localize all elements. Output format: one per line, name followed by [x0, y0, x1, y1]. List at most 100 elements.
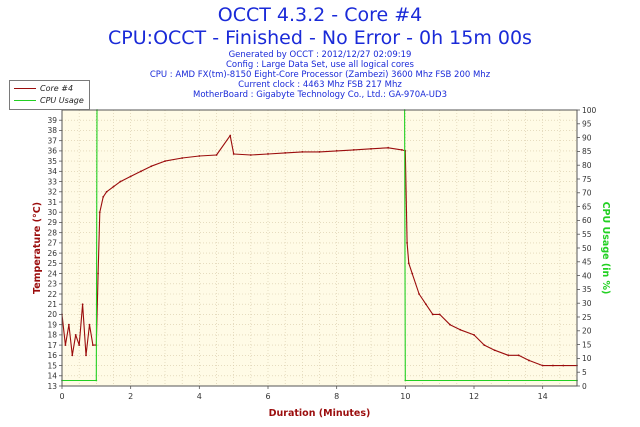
y-tick-label: 38: [47, 126, 57, 135]
data-point-cpu-usage: [95, 379, 98, 382]
data-point-core: [493, 349, 496, 352]
info-config: Config : Large Data Set, use all logical…: [225, 60, 414, 70]
y2-tick-label: 85: [582, 147, 592, 156]
data-point-core: [102, 195, 105, 198]
data-point-core: [318, 151, 321, 153]
data-point-core: [411, 272, 414, 275]
data-point-core: [71, 354, 74, 357]
data-point-core: [459, 328, 462, 331]
y-tick-label: 31: [47, 198, 57, 207]
y2-tick-label: 35: [582, 285, 592, 294]
y-tick-label: 21: [47, 300, 57, 309]
y2-tick-label: 80: [582, 161, 592, 170]
y-tick-label: 30: [47, 208, 57, 217]
data-point-core: [215, 154, 218, 156]
data-point-core: [449, 323, 451, 326]
y2-tick-label: 70: [582, 189, 592, 198]
y2-tick-label: 95: [582, 120, 592, 129]
data-point-core: [78, 344, 81, 347]
y-tick-label: 25: [47, 259, 57, 268]
y2-axis-label: CPU Usage (in %): [600, 202, 611, 295]
legend-label-core: Core #4: [40, 84, 74, 93]
data-point-core: [507, 354, 510, 357]
data-point-core: [418, 293, 420, 295]
data-point-core: [438, 313, 441, 316]
y-tick-label: 22: [47, 290, 57, 299]
data-point-core: [483, 344, 486, 347]
y2-tick-label: 10: [582, 354, 592, 363]
legend-label-usage: CPU Usage: [40, 96, 84, 105]
legend-swatch-core: [14, 88, 36, 89]
y2-tick-label: 100: [582, 106, 597, 115]
y2-tick-label: 90: [582, 133, 592, 142]
data-point-core: [425, 303, 427, 306]
data-point-core: [112, 185, 115, 188]
data-point-core: [249, 154, 252, 156]
legend-item-usage: CPU Usage: [14, 96, 84, 107]
y2-tick-label: 25: [582, 313, 592, 322]
x-tick-label: 0: [59, 392, 64, 401]
data-point-core: [431, 313, 434, 316]
data-point-core: [352, 148, 355, 151]
y-tick-label: 37: [47, 136, 57, 145]
data-point-core: [97, 272, 99, 275]
y2-tick-label: 45: [582, 258, 592, 267]
y-axis-label: Temperature (°C): [32, 202, 43, 294]
y-tick-label: 14: [47, 372, 57, 381]
data-point-core: [284, 152, 287, 154]
y-tick-label: 27: [47, 239, 57, 248]
legend-swatch-usage: [14, 100, 36, 101]
axes: 1314151617181920212223242526272829303132…: [47, 106, 596, 401]
data-point-core: [301, 151, 304, 153]
data-point-core: [85, 354, 87, 357]
y-tick-label: 13: [47, 382, 57, 391]
y2-tick-label: 65: [582, 202, 592, 211]
data-point-core: [198, 155, 201, 157]
y2-tick-label: 50: [582, 244, 592, 253]
y-tick-label: 18: [47, 331, 57, 340]
data-point-core: [562, 364, 565, 367]
data-point-core: [88, 323, 91, 326]
data-point-core: [67, 323, 70, 326]
y2-tick-label: 55: [582, 230, 592, 239]
chart-title: OCCT 4.3.2 - Core #4: [217, 4, 423, 26]
x-tick-label: 14: [538, 392, 548, 401]
y-tick-label: 35: [47, 157, 57, 166]
y2-tick-label: 5: [582, 368, 587, 377]
data-point-core: [552, 364, 554, 367]
y-tick-label: 20: [47, 310, 57, 319]
y-tick-label: 16: [47, 351, 57, 360]
info-cpu: CPU : AMD FX(tm)-8150 Eight-Core Process…: [149, 70, 491, 80]
data-point-core: [181, 157, 184, 159]
x-tick-label: 8: [334, 392, 339, 401]
data-point-core: [74, 333, 77, 336]
y2-tick-label: 40: [582, 271, 592, 280]
info-generated: Generated by OCCT : 2012/12/27 02:09:19: [228, 50, 412, 60]
y-tick-label: 36: [47, 147, 57, 156]
legend-item-core: Core #4: [14, 84, 73, 95]
y-tick-label: 29: [47, 218, 57, 227]
data-point-core: [232, 153, 235, 155]
y2-tick-label: 0: [582, 382, 587, 391]
y-tick-label: 24: [47, 269, 57, 278]
y2-tick-label: 60: [582, 216, 592, 225]
data-point-core: [387, 146, 390, 149]
data-point-core: [407, 262, 410, 265]
info-clock: Current clock : 4463 Mhz FSB 217 Mhz: [238, 80, 402, 90]
y-tick-label: 34: [47, 167, 57, 176]
data-point-core: [150, 165, 153, 168]
y-tick-label: 39: [47, 116, 57, 125]
y-tick-label: 19: [47, 320, 57, 329]
info-motherboard: MotherBoard : Gigabyte Technology Co., L…: [193, 90, 447, 100]
data-point-core: [92, 344, 94, 347]
y2-tick-label: 15: [582, 340, 592, 349]
x-tick-label: 2: [128, 392, 133, 401]
data-point-core: [140, 170, 142, 173]
y-tick-label: 15: [47, 361, 57, 370]
data-point-core: [335, 149, 338, 152]
data-point-core: [64, 344, 67, 347]
y-tick-label: 17: [47, 341, 57, 350]
chart-subtitle: CPU:OCCT - Finished - No Error - 0h 15m …: [108, 27, 532, 49]
data-point-core: [129, 175, 132, 178]
y-tick-label: 26: [47, 249, 57, 258]
